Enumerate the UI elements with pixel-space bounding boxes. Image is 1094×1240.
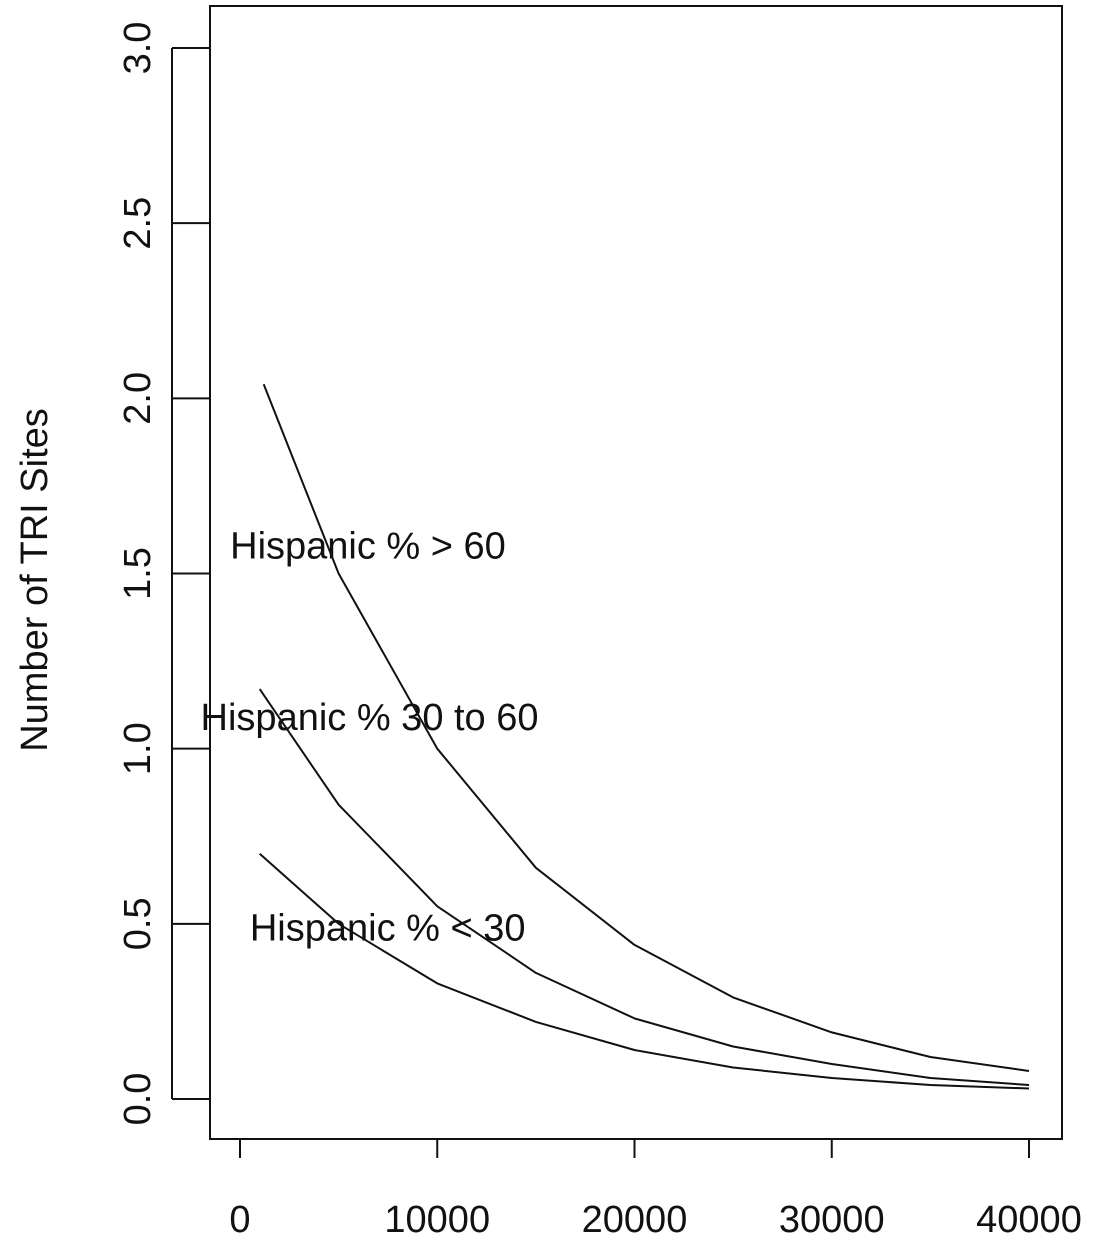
x-tick-label: 20000 xyxy=(582,1199,688,1240)
x-tick-label: 0 xyxy=(229,1199,250,1240)
y-tick-label: 3.0 xyxy=(117,22,159,75)
x-tick-label: 40000 xyxy=(976,1199,1082,1240)
y-tick-label: 2.0 xyxy=(117,372,159,425)
y-tick-label: 2.5 xyxy=(117,197,159,250)
y-tick-label: 0.5 xyxy=(117,897,159,950)
series-line xyxy=(262,383,1030,1072)
annotation-layer: Hispanic % > 60 Hispanic % 30 to 60 Hispan… xyxy=(201,525,539,949)
series-annotation: Hispanic % > 60 xyxy=(230,525,506,567)
series-line xyxy=(258,688,1030,1086)
x-tick-label: 30000 xyxy=(779,1199,885,1240)
series-line xyxy=(259,853,1030,1090)
x-tick-label: 10000 xyxy=(384,1199,490,1240)
series-annotation: Hispanic % < 30 xyxy=(250,907,526,949)
y-tick-label: 1.5 xyxy=(117,547,159,600)
y-tick-label: 0.0 xyxy=(117,1073,159,1126)
y-axis: 0.0 0.5 1.0 1.5 2.0 2.5 3.0 xyxy=(117,22,210,1126)
x-axis: 0 10000 20000 30000 40000 xyxy=(229,1138,1082,1240)
series-annotation: Hispanic % 30 to 60 xyxy=(201,697,539,739)
series-layer xyxy=(258,383,1030,1090)
y-tick-label: 1.0 xyxy=(117,722,159,775)
y-axis-label: Number of TRI Sites xyxy=(14,408,56,752)
